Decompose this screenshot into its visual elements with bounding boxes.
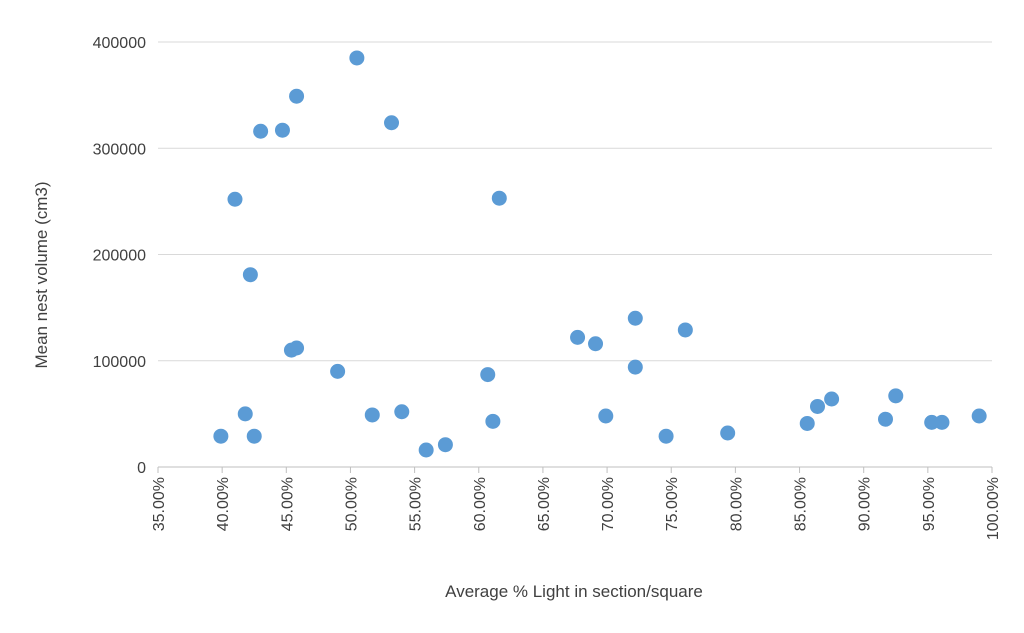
x-axis-title: Average % Light in section/square [445, 582, 703, 601]
y-tick-label: 400000 [93, 35, 146, 52]
y-tick-label: 0 [137, 460, 146, 477]
data-point [485, 413, 501, 429]
x-tick-label: 95.00% [921, 477, 938, 531]
x-tick-label: 65.00% [536, 477, 553, 531]
x-axis [157, 466, 993, 473]
data-point [658, 428, 674, 444]
data-point [480, 367, 496, 383]
data-point [253, 123, 269, 139]
data-point [330, 363, 346, 379]
data-point [246, 428, 262, 444]
x-tick-label: 75.00% [664, 477, 681, 531]
data-point [418, 442, 434, 458]
data-point [242, 267, 258, 283]
data-point [799, 415, 815, 431]
x-tick-label: 35.00% [151, 477, 168, 531]
data-point [289, 340, 305, 356]
data-point [227, 191, 243, 207]
x-tick-label: 85.00% [793, 477, 810, 531]
data-point [364, 407, 380, 423]
data-point [213, 428, 229, 444]
data-point [570, 329, 586, 345]
data-point [720, 425, 736, 441]
data-point [677, 322, 693, 338]
x-tick-label: 50.00% [343, 477, 360, 531]
data-point [349, 50, 365, 66]
y-tick-label: 300000 [93, 141, 146, 158]
data-point [588, 336, 604, 352]
data-point [888, 388, 904, 404]
y-tick-label: 200000 [93, 248, 146, 265]
data-point [934, 414, 950, 430]
data-point [384, 115, 400, 131]
x-tick-label: 60.00% [472, 477, 489, 531]
data-points [213, 50, 987, 458]
data-point [627, 310, 643, 326]
data-point [394, 404, 410, 420]
x-axis-ticks: 35.00% 40.00% 45.00% 50.00% 55.00% 60.00% 65.0… [151, 477, 1002, 540]
data-point [491, 190, 507, 206]
data-point [810, 398, 826, 414]
y-axis-title: Mean nest volume (cm3) [32, 181, 51, 368]
y-tick-label: 100000 [93, 354, 146, 371]
x-tick-label: 45.00% [279, 477, 296, 531]
data-point [274, 122, 290, 138]
data-point [971, 408, 987, 424]
data-point [598, 408, 614, 424]
data-point [627, 359, 643, 375]
data-point [437, 437, 453, 453]
x-tick-label: 40.00% [215, 477, 232, 531]
x-tick-label: 55.00% [408, 477, 425, 531]
gridlines [158, 41, 992, 362]
x-tick-label: 80.00% [728, 477, 745, 531]
x-tick-label: 70.00% [600, 477, 617, 531]
data-point [878, 411, 894, 427]
x-tick-label: 100.00% [985, 477, 1002, 540]
x-tick-label: 90.00% [857, 477, 874, 531]
data-point [824, 391, 840, 407]
data-point [924, 414, 940, 430]
y-axis-ticks: 0 100000 200000 300000 400000 [93, 35, 146, 477]
data-point [289, 88, 305, 104]
data-point [237, 406, 253, 422]
